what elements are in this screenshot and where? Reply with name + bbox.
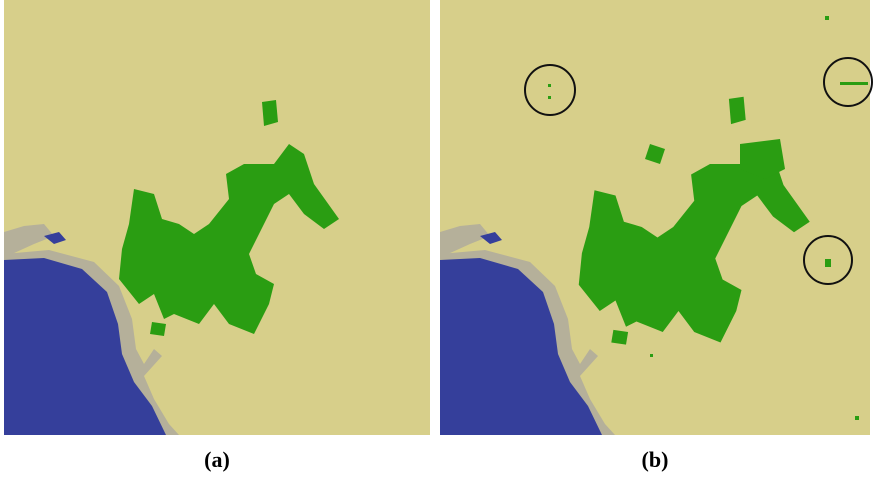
panel-label: (a) [204,447,230,472]
figure: (a) (b) [0,0,873,478]
panel-label: (b) [642,447,669,472]
panel-b: (b) [440,0,872,472]
panel-a: (a) [4,0,430,472]
page: {"panels": [{"label": "(a)"}, {"label": … [0,0,873,478]
